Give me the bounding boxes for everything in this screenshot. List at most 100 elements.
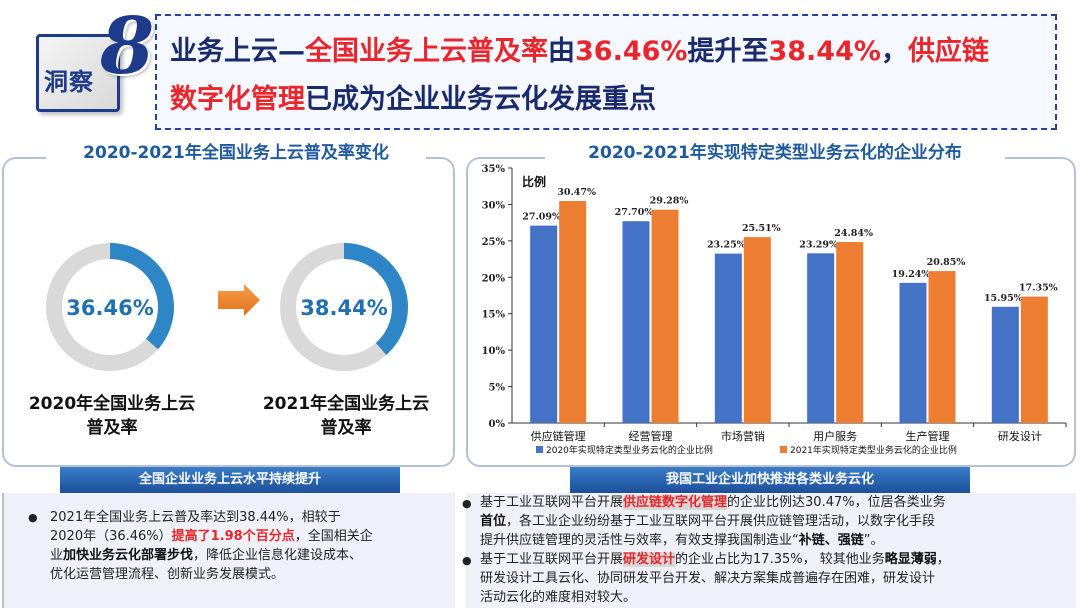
- bullet-text: 提升供应链管理的灵活性与效率，有效支撑我国制造业“: [480, 533, 799, 548]
- bottom-left-bullet: 2021年全国业务上云普及率达到38.44%，相较于 2020年（36.46%）…: [50, 508, 450, 584]
- x-category-label: 研发设计: [998, 429, 1042, 443]
- legend-swatch: [536, 446, 543, 453]
- badge-text: 洞察: [44, 68, 94, 96]
- bottom-right-bullet-2: 基于工业互联网平台开展研发设计的企业占比为17.35%， 较其他业务略显薄弱， …: [480, 550, 1070, 607]
- data-label: 20.85%: [927, 257, 966, 268]
- donut-2020-arc: [46, 243, 174, 371]
- y-tick-label: 20%: [482, 273, 506, 284]
- bullet-line: 基于工业互联网平台开展供应链数字化管理的企业比例达30.47%，位居各类业务: [480, 493, 1070, 512]
- donut-2020-label: 36.46%: [66, 296, 153, 320]
- data-label: 23.29%: [799, 239, 838, 250]
- bullet-text: 2020年（36.46%）: [50, 529, 172, 544]
- bar-2021: [559, 201, 587, 423]
- left-panel: [2, 157, 455, 467]
- data-label: 15.95%: [984, 293, 1023, 304]
- bottom-left-panel: ● 2021年全国业务上云普及率达到38.44%，相较于 2020年（36.46…: [2, 493, 455, 608]
- bottom-right-bullet-1: 基于工业互联网平台开展供应链数字化管理的企业比例达30.47%，位居各类业务 首…: [480, 493, 1070, 550]
- x-category-label: 用户服务: [813, 429, 857, 443]
- bullet-line: 研发设计工具云化、协同研发平台开发、解决方案集成普遍存在困难，研发设计: [480, 571, 936, 586]
- x-category-label: 市场营销: [721, 429, 765, 443]
- bar-2020: [807, 253, 835, 423]
- bar-2020: [714, 253, 742, 423]
- title-part: 36.46%: [575, 36, 688, 67]
- donut-2021-caption: 2021年全国业务上云 普及率: [246, 392, 446, 440]
- legend-swatch: [780, 446, 787, 453]
- title-part: 数字化管理: [170, 84, 305, 115]
- chart-title: 2020-2021年实现特定类型业务云化的企业分布: [545, 138, 1005, 163]
- bullet-line: 首位，各工业企业纷纷基于工业互联网平台开展供应链管理活动，以数字化手段: [480, 512, 1070, 531]
- bottom-right-heading: 我国工业企业加快推进各类业务云化: [570, 467, 970, 493]
- bullet-highlight: 研发设计: [623, 552, 676, 567]
- y-tick-label: 5%: [489, 383, 506, 394]
- bullet-line: 基于工业互联网平台开展研发设计的企业占比为17.35%， 较其他业务略显薄弱，: [480, 550, 1070, 569]
- right-arrow-icon: [218, 284, 260, 316]
- data-label: 27.70%: [615, 207, 654, 218]
- insight-badge: 洞察 8: [36, 8, 154, 118]
- bullet-text: 的企业比例达30.47%，位居各类业务: [727, 495, 946, 510]
- data-label: 19.24%: [892, 269, 931, 280]
- data-label: 27.09%: [522, 212, 561, 223]
- x-category-label: 供应链管理: [531, 429, 586, 443]
- y-tick-label: 0%: [489, 419, 506, 430]
- data-label: 24.84%: [834, 228, 873, 239]
- bullet-dot-icon: ●: [28, 511, 38, 524]
- bottom-right-panel: ● 基于工业互联网平台开展供应链数字化管理的企业比例达30.47%，位居各类业务…: [462, 493, 1076, 608]
- caption-line: 普及率: [86, 418, 138, 438]
- bullet-line: 提升供应链管理的灵活性与效率，有效支撑我国制造业“补链、强链”。: [480, 531, 1070, 550]
- left-section-title: 2020-2021年全国业务上云普及率变化: [46, 138, 426, 163]
- title-part: 全国业务上云普及率: [305, 36, 548, 67]
- bullet-text: ，: [936, 552, 950, 567]
- bottom-left-heading: 全国企业业务上云水平持续提升: [60, 467, 400, 493]
- bullet-bold: 首位: [480, 514, 507, 529]
- caption-line: 2020年全国业务上云: [28, 394, 196, 414]
- x-category-label: 生产管理: [906, 429, 950, 443]
- bullet-dot-icon: ●: [462, 497, 472, 510]
- donut-2020-caption: 2020年全国业务上云 普及率: [12, 392, 212, 440]
- bullet-bold: 加快业务云化部署步伐: [63, 548, 194, 563]
- bullet-text: ，全国相关企: [294, 529, 373, 544]
- y-tick-label: 35%: [482, 164, 506, 175]
- bullet-line: 2020年（36.46%）提高了1.98个百分点，全国相关企: [50, 527, 450, 546]
- bullet-highlight: 供应链数字化管理: [623, 495, 728, 510]
- bullet-dot-icon: ●: [462, 554, 472, 567]
- bar-chart: 0% 5% 10% 15% 20% 25% 30% 35% 比例 27.09% 30.47% 供应链管…: [482, 164, 1067, 456]
- title-part: 提升至: [687, 36, 769, 67]
- bullet-text: 基于工业互联网平台开展: [480, 552, 624, 567]
- caption-line: 2021年全国业务上云: [262, 394, 430, 414]
- bar-2021: [836, 242, 864, 423]
- y-tick-label: 10%: [482, 346, 506, 357]
- donut-2021: 38.44%: [280, 243, 408, 371]
- badge-cube: [36, 34, 120, 112]
- bullet-text: ”。: [863, 533, 884, 548]
- bar-2021: [928, 271, 956, 423]
- bullet-line: 2021年全国业务上云普及率达到38.44%，相较于: [50, 510, 341, 525]
- data-label: 23.25%: [707, 240, 746, 251]
- bullet-line: 活动云化的难度相对较大。: [480, 590, 637, 605]
- bullet-text: 基于工业互联网平台开展: [480, 495, 624, 510]
- bar-2020: [899, 282, 927, 423]
- donut-2021-label: 38.44%: [300, 296, 387, 320]
- title-part: 供应链: [907, 36, 989, 67]
- data-label: 29.28%: [650, 196, 689, 207]
- title-part: 由: [548, 36, 575, 67]
- y-tick-label: 15%: [482, 310, 506, 321]
- caption-line: 普及率: [320, 418, 372, 438]
- bar-2020: [991, 306, 1019, 423]
- bar-2020: [622, 221, 650, 423]
- legend-label: 2020年实现特定类型业务云化的企业比例: [546, 444, 713, 456]
- page-title: 业务上云—全国业务上云普及率由36.46%提升至38.44%，供应链 数字化管理…: [170, 28, 1050, 124]
- data-label: 30.47%: [557, 187, 596, 198]
- badge-number: 8: [100, 1, 155, 92]
- bar-2021: [651, 209, 679, 423]
- title-part: 38.44%: [768, 36, 881, 67]
- bar-2020: [530, 225, 558, 423]
- title-part: 业务上云—: [170, 36, 305, 67]
- bullet-bold: 略显薄弱: [884, 552, 937, 567]
- bar-2021: [743, 237, 771, 423]
- title-part: ，: [880, 36, 908, 67]
- bullet-line: 业加快业务云化部署步伐，降低企业信息化建设成本、: [50, 546, 450, 565]
- bullet-text: ，降低企业信息化建设成本、: [193, 548, 363, 563]
- x-category-label: 经营管理: [629, 429, 673, 443]
- y-tick-label: 30%: [482, 200, 506, 211]
- y-axis-label: 比例: [522, 174, 546, 189]
